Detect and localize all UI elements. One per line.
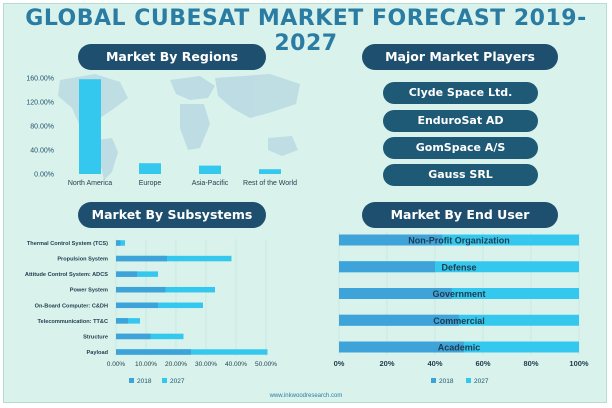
bar-rest-of-the-world bbox=[259, 169, 281, 174]
player-gomspace: GomSpace A/S bbox=[383, 137, 538, 159]
world-map-background bbox=[58, 74, 300, 180]
page-title: GLOBAL CUBESAT MARKET FORECAST 2019-2027 bbox=[25, 6, 587, 56]
y-tick-label: 40.00% bbox=[30, 148, 54, 155]
x-tick-label: Asia-Pacific bbox=[192, 180, 229, 187]
bar-asia-pacific bbox=[199, 165, 221, 174]
bar-north-america bbox=[79, 79, 101, 174]
y-tick-label: 120.00% bbox=[26, 100, 54, 107]
players-header: Major Market Players bbox=[362, 44, 558, 70]
y-tick-label: 160.00% bbox=[26, 76, 54, 83]
player-clyde-space: Clyde Space Ltd. bbox=[383, 82, 538, 104]
x-tick-label: Europe bbox=[139, 180, 162, 187]
regions-axis: 0.00% 40.00% 80.00% 120.00% 160.00% North Ame… bbox=[26, 76, 297, 188]
x-tick-label: North America bbox=[68, 180, 112, 187]
y-tick-label: 0.00% bbox=[34, 172, 54, 179]
player-endurosat: EnduroSat AD bbox=[383, 110, 538, 132]
y-tick-label: 80.00% bbox=[30, 124, 54, 131]
subsystems-header: Market By Subsystems bbox=[78, 202, 266, 228]
regions-header: Market By Regions bbox=[78, 44, 266, 70]
x-tick-label: Rest of the World bbox=[243, 180, 297, 187]
bar-europe bbox=[139, 163, 161, 174]
end-user-header: Market By End User bbox=[362, 202, 558, 228]
footer-url: www.inkwoodresearch.com bbox=[269, 393, 343, 399]
regions-bars bbox=[79, 79, 281, 174]
player-gauss: Gauss SRL bbox=[383, 164, 538, 186]
